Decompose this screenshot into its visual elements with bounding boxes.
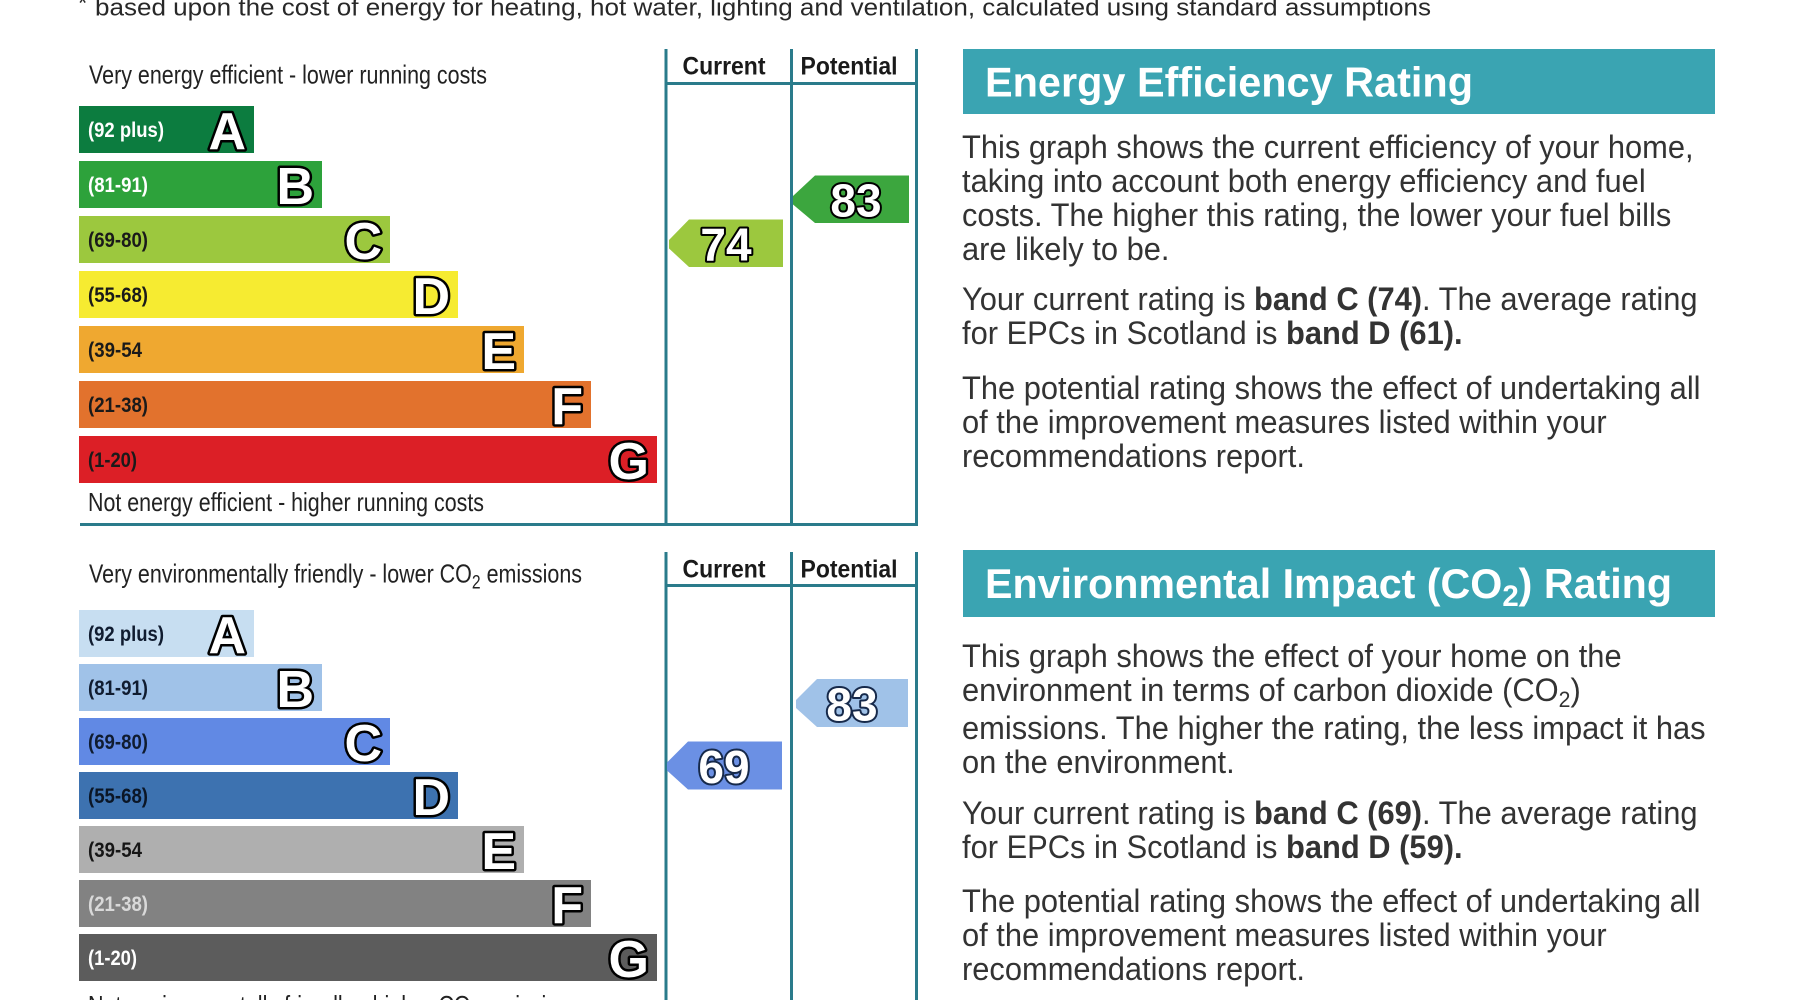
svg-text:Energy Efficiency Rating: Energy Efficiency Rating <box>985 59 1473 106</box>
svg-text:F: F <box>551 378 583 436</box>
svg-text:(55-68): (55-68) <box>88 785 148 808</box>
svg-text:A: A <box>208 607 246 665</box>
svg-text:G: G <box>609 931 649 989</box>
svg-text:83: 83 <box>826 679 877 731</box>
svg-text:B: B <box>276 661 314 719</box>
svg-text:Potential: Potential <box>801 53 898 81</box>
svg-text:Current: Current <box>683 53 767 81</box>
svg-text:C: C <box>344 213 382 271</box>
svg-text:69: 69 <box>698 741 749 793</box>
svg-text:(1-20): (1-20) <box>88 449 137 472</box>
svg-text:74: 74 <box>700 219 752 271</box>
svg-text:A: A <box>208 103 246 161</box>
svg-text:based upon the cost of energy: based upon the cost of energy for heatin… <box>95 0 1431 21</box>
svg-text:Current: Current <box>683 556 767 584</box>
svg-text:(1-20): (1-20) <box>88 947 137 970</box>
svg-text:(21-38): (21-38) <box>88 893 148 916</box>
svg-text:Not environmentally friendly -: Not environmentally friendly - higher CO… <box>88 990 581 1000</box>
svg-text:C: C <box>344 715 382 773</box>
svg-text:E: E <box>481 323 516 381</box>
svg-text:(21-38): (21-38) <box>88 394 148 417</box>
svg-text:(69-80): (69-80) <box>88 229 148 252</box>
svg-text:Not energy efficient - higher: Not energy efficient - higher running co… <box>88 487 484 517</box>
svg-text:(55-68): (55-68) <box>88 284 148 307</box>
svg-text:(92 plus): (92 plus) <box>88 119 164 142</box>
svg-text:*: * <box>78 0 87 17</box>
svg-text:83: 83 <box>830 175 881 227</box>
svg-text:F: F <box>551 877 583 935</box>
svg-text:E: E <box>481 823 516 881</box>
svg-text:(69-80): (69-80) <box>88 731 148 754</box>
svg-text:D: D <box>412 769 450 827</box>
svg-text:Very energy efficient - lower: Very energy efficient - lower running co… <box>89 60 487 90</box>
svg-text:G: G <box>609 433 649 491</box>
svg-text:(92 plus): (92 plus) <box>88 623 164 646</box>
svg-text:Potential: Potential <box>801 556 898 584</box>
svg-text:(81-91): (81-91) <box>88 677 148 700</box>
svg-text:D: D <box>412 268 450 326</box>
svg-text:Environmental Impact (CO2) Rat: Environmental Impact (CO2) Rating <box>985 560 1672 613</box>
svg-text:B: B <box>276 158 314 216</box>
svg-text:Very environmentally friendly: Very environmentally friendly - lower CO… <box>89 559 582 594</box>
svg-text:(39-54: (39-54 <box>88 339 142 362</box>
svg-text:(81-91): (81-91) <box>88 174 148 197</box>
svg-text:(39-54: (39-54 <box>88 839 142 862</box>
